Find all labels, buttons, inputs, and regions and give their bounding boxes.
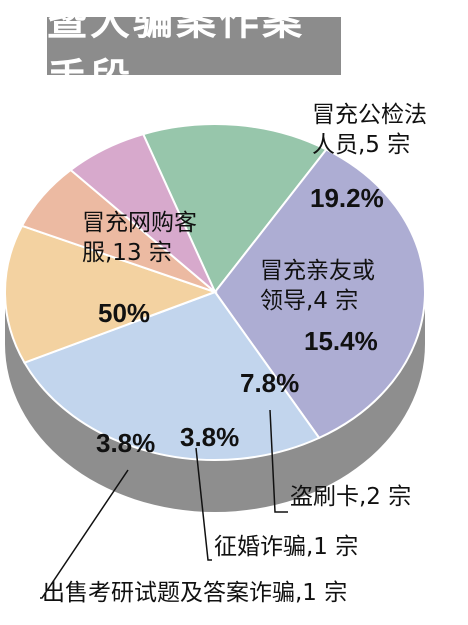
slice-kaoyan <box>69 132 216 293</box>
label-qinyou-line1: 冒充亲友或 <box>260 258 375 284</box>
percent-qinyou: 15.4% <box>304 326 378 356</box>
percent-daoshua: 7.8% <box>240 368 300 398</box>
percent-zhenghun: 3.8% <box>180 422 240 452</box>
pie-depth-side <box>5 292 425 512</box>
label-kefu: 冒充网购客 服,13 宗 <box>82 208 197 268</box>
pie-depth-layer <box>5 292 425 512</box>
title-banner: 暨大骗案作案手段 <box>47 0 341 102</box>
leader-line-daoshua <box>269 409 288 513</box>
pie-slice-layer <box>4 123 426 461</box>
label-kaoyan: 出售考研试题及答案诈骗,1 宗 <box>42 580 348 606</box>
slice-gongjian <box>213 148 426 440</box>
leader-line-layer <box>40 409 288 599</box>
leader-line-kaoyan <box>40 469 129 599</box>
chart-title: 暨大骗案作案手段 <box>47 0 305 102</box>
slice-kefu <box>141 123 328 294</box>
label-kefu-line1: 冒充网购客 <box>82 210 197 236</box>
label-qinyou-line2: 领导,4 宗 <box>260 288 359 314</box>
percent-gongjian: 19.2% <box>310 183 384 213</box>
label-daoshua: 盗刷卡,2 宗 <box>290 484 412 510</box>
label-zhenghun: 征婚诈骗,1 宗 <box>214 534 359 560</box>
percent-kaoyan: 3.8% <box>96 428 156 458</box>
label-gongjian-line1: 冒充公检法 <box>312 102 427 128</box>
label-kefu-line2: 服,13 宗 <box>82 240 172 266</box>
label-gongjian: 冒充公检法 人员,5 宗 <box>312 100 427 160</box>
slice-daoshua <box>4 224 218 364</box>
label-gongjian-line2: 人员,5 宗 <box>312 132 411 158</box>
percent-kefu: 50% <box>98 298 151 328</box>
label-qinyou: 冒充亲友或 领导,4 宗 <box>260 256 375 316</box>
slice-qinyou <box>23 290 321 461</box>
leader-line-zhenghun <box>195 447 212 561</box>
